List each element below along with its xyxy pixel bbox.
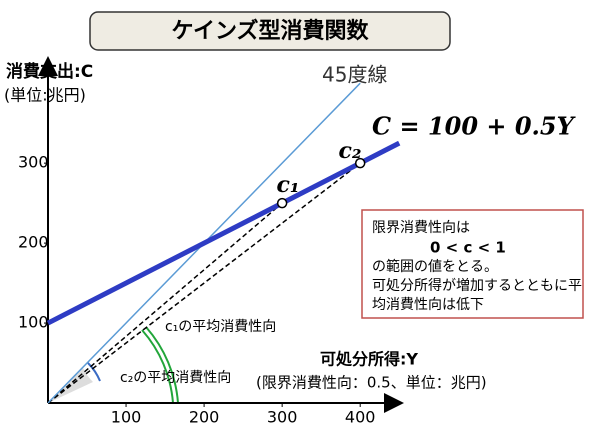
x-tick-label: 300 [267, 408, 298, 427]
info-line: 限界消費性向は [372, 220, 470, 236]
angle-arc [141, 329, 174, 404]
x-axis-label: 可処分所得:Y [320, 350, 418, 369]
average-line [47, 202, 283, 404]
info-box [361, 209, 584, 319]
x-tick-label: 400 [345, 408, 376, 427]
point-label: c₁ [276, 172, 299, 198]
x-axis-note: (限界消費性向：0.5、単位：兆円) [256, 374, 487, 392]
point-note: c₁の平均消費性向 [165, 319, 276, 335]
info-line: 可処分所得が増加するとともに平 [372, 277, 582, 294]
y-tick-label: 300 [18, 153, 49, 172]
x-tick-label: 100 [111, 408, 142, 427]
title-box [89, 11, 451, 51]
angle-arc [145, 326, 179, 404]
average-line [47, 162, 361, 404]
info-line: 均消費性向は低下 [372, 297, 484, 313]
point [276, 197, 288, 209]
info-line: の範囲の値をとる。 [372, 258, 498, 275]
series-line [46, 140, 401, 326]
chart-title: ケインズ型消費関数 [171, 18, 369, 44]
point [354, 157, 366, 169]
angle-arc [87, 362, 101, 382]
y-tick-label: 100 [18, 313, 49, 332]
info-line: 0 < c < 1 [430, 239, 506, 257]
info-text: 限界消費性向は 0 < c < 1の範囲の値をとる。可処分所得が増加するとともに平… [372, 220, 582, 313]
equation: C = 100 + 0.5Y [372, 112, 577, 141]
series-label: 45度線 [322, 63, 387, 87]
point-label: c₂ [338, 138, 361, 164]
x-tick-label: 200 [189, 408, 220, 427]
point-note: c₂の平均消費性向 [120, 370, 231, 386]
y-axis-unit: (単位:兆円) [4, 86, 86, 105]
y-axis-label: 消費支出:C [6, 61, 93, 82]
y-tick-label: 200 [18, 233, 49, 252]
